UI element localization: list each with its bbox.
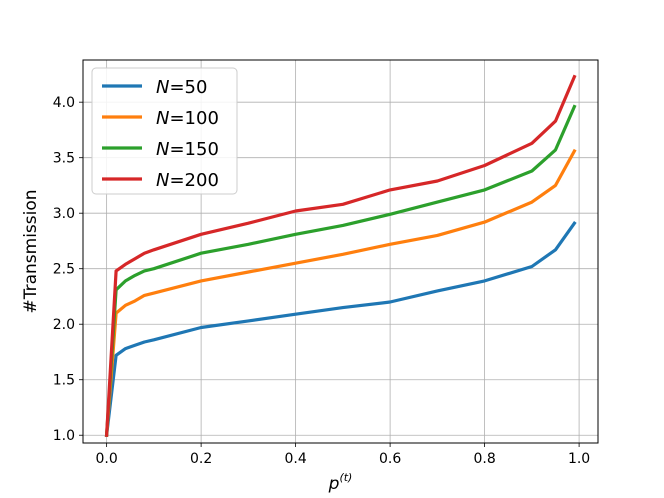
legend-box [91,67,238,195]
series-line-n50 [104,220,577,437]
series-lines [104,74,577,437]
legend-label-value: =150 [169,139,218,160]
y-tick-label: 2.5 [53,262,75,278]
legend-label: N=150 [156,139,219,160]
legend-label: N=50 [156,77,207,98]
y-tick-label: 4.0 [53,95,75,111]
legend-label-value: =50 [169,77,207,98]
series-line-n200 [104,74,577,437]
y-tick-label: 2.0 [53,317,75,333]
x-tick-label: 0.2 [190,451,212,467]
legend-label-var: N [156,170,169,191]
legend-label-var: N [156,139,169,160]
legend-label-var: N [156,108,169,129]
y-tick-label: 3.0 [53,206,75,222]
x-axis-label-var: p [328,474,340,494]
x-tick-label: 0.8 [473,451,495,467]
legend-label-value: =100 [169,108,218,129]
legend-label-var: N [156,77,169,98]
y-axis-label: #Transmission [21,189,41,313]
x-axis-label: p(t) [328,471,353,494]
legend-label-value: =200 [169,170,218,191]
axis-ticks: 0.0 0.2 0.4 0.6 0.8 1.0 1.0 1.5 2.0 2.5 3.0 3.5 4.0 [53,95,590,467]
legend-label: N=200 [156,170,219,191]
x-tick-label: 0.4 [284,451,306,467]
x-axis-label-superscript: (t) [339,471,352,484]
grid-lines [83,60,598,443]
plot-frame [82,59,599,444]
y-tick-label: 1.5 [53,373,75,389]
y-tick-label: 3.5 [53,151,75,167]
x-tick-label: 0.0 [95,451,117,467]
x-tick-label: 1.0 [568,451,590,467]
y-tick-label: 1.0 [53,428,75,444]
series-line-n150 [104,104,577,437]
series-line-n100 [104,148,577,437]
legend-label: N=100 [156,108,219,129]
x-tick-label: 0.6 [379,451,401,467]
